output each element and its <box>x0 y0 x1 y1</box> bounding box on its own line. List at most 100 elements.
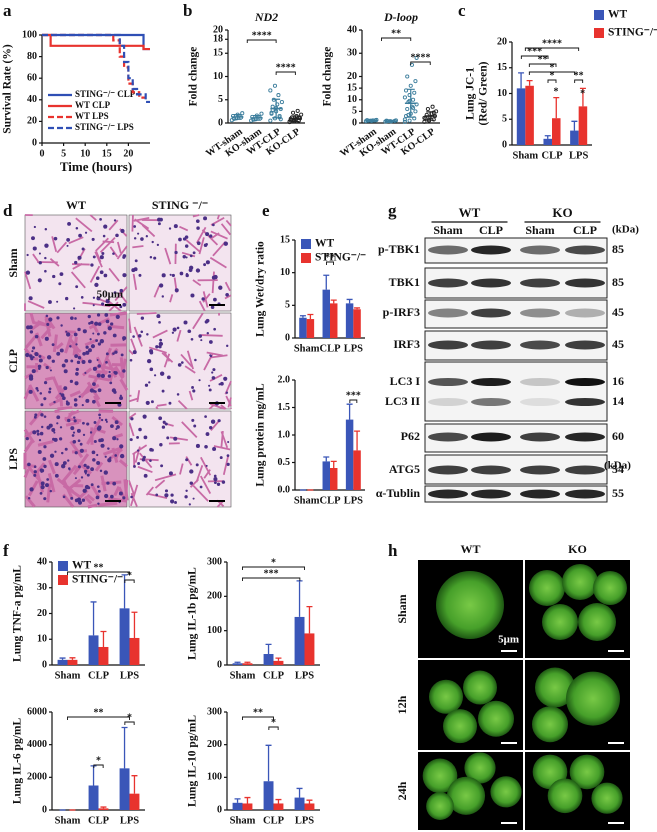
nucleus <box>216 482 221 487</box>
nucleus <box>67 418 71 423</box>
cell <box>446 776 486 815</box>
nucleus <box>149 256 153 259</box>
significance-label: * <box>127 570 132 581</box>
data-point <box>402 119 407 124</box>
alveolar-wall <box>163 353 171 368</box>
error-bar <box>307 313 314 320</box>
significance-bracket <box>520 55 549 59</box>
x-tick-label: Sham <box>294 343 320 354</box>
row-label: CLP <box>6 349 20 373</box>
nucleus <box>101 252 105 256</box>
y-tick-label: 200 <box>207 739 222 750</box>
bar <box>353 450 361 490</box>
nucleus <box>144 383 149 387</box>
scale-bar-label: 5μm <box>498 634 519 646</box>
nucleus <box>95 339 99 342</box>
legend-label: STING⁻/⁻ LPS <box>75 122 134 132</box>
nucleus <box>112 481 117 486</box>
nucleus <box>213 274 218 280</box>
cell <box>436 571 504 639</box>
error-bar <box>571 120 578 131</box>
nucleus <box>46 355 52 360</box>
row-label: LC3 II <box>385 394 420 408</box>
bar <box>242 803 253 810</box>
nucleus <box>112 333 117 338</box>
nucleus <box>82 351 86 356</box>
nucleus <box>114 420 119 425</box>
x-tick-label: Sham <box>294 495 320 506</box>
nucleus <box>26 253 29 257</box>
nucleus <box>188 330 192 333</box>
nucleus <box>85 345 89 349</box>
y-tick-label: 2.0 <box>278 374 291 385</box>
nucleus <box>77 255 82 260</box>
nucleus <box>77 439 81 443</box>
nucleus <box>62 461 67 465</box>
nucleus <box>208 425 213 430</box>
nucleus <box>149 367 154 372</box>
nucleus <box>94 390 97 393</box>
alveolar-wall <box>181 421 198 438</box>
nucleus <box>226 462 230 467</box>
y-axis-label: (Red/ Green) <box>478 61 490 125</box>
nucleus <box>105 299 110 304</box>
legend-swatch <box>594 10 604 20</box>
nucleus <box>169 273 172 276</box>
significance-label: ** <box>391 28 401 39</box>
nucleus <box>84 231 88 234</box>
y-tick-label: 0 <box>502 139 507 150</box>
nucleus <box>113 390 117 394</box>
nucleus <box>211 376 216 380</box>
alveolar-wall <box>154 479 166 489</box>
histology-image <box>128 214 232 312</box>
nucleus <box>73 398 78 402</box>
nucleus <box>159 338 163 342</box>
blot-frame <box>424 485 608 503</box>
x-tick-label: 15 <box>102 148 112 159</box>
y-tick-label: 10 <box>37 634 47 645</box>
x-tick-label: 0 <box>40 148 45 159</box>
nucleus <box>92 382 96 387</box>
nucleus <box>92 399 96 404</box>
nucleus <box>159 371 165 376</box>
nucleus <box>120 228 125 234</box>
nucleus <box>97 342 102 346</box>
nucleus <box>223 376 228 381</box>
nucleus <box>138 273 142 277</box>
alveolar-wall <box>108 267 120 282</box>
blot-band <box>565 465 605 475</box>
nucleus <box>160 464 164 468</box>
cell <box>569 754 605 790</box>
nucleus <box>133 464 136 468</box>
alveolar-wall <box>130 338 137 351</box>
cell <box>478 700 514 737</box>
alveolar-wall <box>69 390 81 398</box>
x-tick-label: LPS <box>295 815 314 826</box>
data-point <box>431 117 436 122</box>
nucleus <box>73 403 78 407</box>
nucleus <box>59 348 64 353</box>
nucleus <box>122 369 126 373</box>
alveolar-wall <box>198 300 206 312</box>
nucleus <box>90 320 94 325</box>
alveolar-wall <box>40 327 52 340</box>
nucleus <box>217 419 221 423</box>
blot-band <box>520 378 560 386</box>
y-tick-label: 15 <box>280 234 290 245</box>
y-tick-label: 5 <box>285 300 290 311</box>
error-bar <box>518 72 525 89</box>
nucleus <box>34 413 38 417</box>
bar <box>552 118 561 145</box>
row-label: IRF3 <box>393 337 420 351</box>
bar <box>330 303 338 338</box>
blot-band <box>471 465 511 475</box>
error-bar <box>306 605 313 634</box>
alveolar-wall <box>100 475 107 492</box>
y-axis-label: Lung protein mg/mL <box>255 383 267 487</box>
alveolar-wall <box>93 395 101 408</box>
nucleus <box>69 345 72 348</box>
alveolar-wall <box>29 312 36 324</box>
y-tick-label: 6000 <box>27 706 47 717</box>
lane-label: CLP <box>479 223 503 237</box>
blot-band <box>520 398 560 406</box>
